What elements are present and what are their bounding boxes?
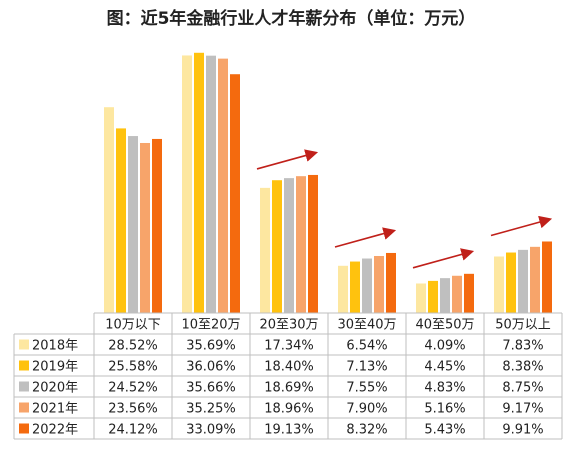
table-cell-value: 5.16%: [424, 402, 465, 417]
table-cell-value: 5.43%: [424, 423, 465, 438]
category-label: 10万以下: [105, 318, 161, 333]
category-label: 10至20万: [181, 318, 240, 333]
bar-2020年-10万以下: [128, 136, 138, 313]
table-cell-value: 35.66%: [186, 381, 236, 396]
bar-2022年-20至30万: [308, 174, 318, 313]
trend-arrow-50万以上: [490, 215, 553, 237]
bar-2021年-50万以上: [530, 246, 540, 313]
trend-arrows-group: [256, 149, 553, 269]
legend-swatch: [19, 360, 29, 371]
table-cell-value: 36.06%: [186, 360, 236, 375]
bar-2021年-20至30万: [296, 176, 306, 313]
table-cell-value: 4.45%: [424, 360, 465, 375]
category-label: 30至40万: [337, 318, 396, 333]
bar-2019年-50万以上: [506, 252, 516, 313]
table-cell-value: 35.25%: [186, 402, 236, 417]
bar-2019年-20至30万: [272, 180, 282, 313]
legend-label: 2022年: [32, 423, 78, 438]
bar-2021年-10至20万: [218, 58, 228, 313]
trend-arrow-30至40万: [334, 227, 397, 248]
legend-swatch: [19, 381, 29, 392]
bar-2021年-30至40万: [374, 255, 384, 313]
table-cell-value: 17.34%: [264, 339, 314, 354]
bar-2022年-50万以上: [542, 241, 552, 313]
legend-swatch: [19, 339, 29, 350]
table-cell-value: 8.75%: [502, 381, 543, 396]
table-cell-value: 7.83%: [502, 339, 543, 354]
table-cell-value: 7.55%: [346, 381, 387, 396]
bars-group: [104, 52, 552, 314]
bar-2020年-30至40万: [362, 258, 372, 313]
table-cell-value: 4.09%: [424, 339, 465, 354]
bar-2018年-10万以下: [104, 107, 114, 313]
table-cell-value: 9.17%: [502, 402, 543, 417]
table-cell-value: 33.09%: [186, 423, 236, 438]
bar-2022年-10至20万: [230, 74, 240, 313]
chart-title: 图：近5年金融行业人才年薪分布（单位：万元）: [106, 9, 476, 29]
bar-2018年-30至40万: [338, 265, 348, 313]
legend-label: 2020年: [32, 381, 78, 396]
table-cell-value: 9.91%: [502, 423, 543, 438]
table-cell-value: 18.69%: [264, 381, 314, 396]
table-cell-value: 25.58%: [108, 360, 158, 375]
data-table: 10万以下 10至20万 20至30万 30至40万 40至50万 50万以上 2018年 2…: [13, 312, 563, 440]
table-cell-value: 8.38%: [502, 360, 543, 375]
legend-label: 2019年: [32, 360, 78, 375]
table-cell-value: 28.52%: [108, 339, 158, 354]
bar-2018年-20至30万: [260, 187, 270, 313]
table-cell-value: 24.12%: [108, 423, 158, 438]
bar-2021年-10万以下: [140, 142, 150, 313]
bar-2020年-50万以上: [518, 249, 528, 313]
table-cell-value: 7.90%: [346, 402, 387, 417]
bar-2021年-40至50万: [452, 275, 462, 313]
table-cell-value: 24.52%: [108, 381, 158, 396]
trend-arrow-20至30万: [256, 149, 319, 170]
bar-2022年-10万以下: [152, 138, 162, 313]
bar-2020年-20至30万: [284, 178, 294, 313]
bar-2020年-10至20万: [206, 55, 216, 313]
table-cell-value: 35.69%: [186, 339, 236, 354]
table-cell-value: 7.13%: [346, 360, 387, 375]
category-label: 40至50万: [415, 318, 474, 333]
legend-label: 2021年: [32, 402, 78, 417]
bar-2022年-40至50万: [464, 273, 474, 313]
bar-2019年-40至50万: [428, 280, 438, 313]
table-cell-value: 4.83%: [424, 381, 465, 396]
category-label: 50万以上: [495, 318, 551, 333]
bar-2019年-30至40万: [350, 261, 360, 313]
category-label: 20至30万: [259, 318, 318, 333]
legend-label: 2018年: [32, 339, 78, 354]
legend-swatch: [19, 423, 29, 434]
bar-2018年-10至20万: [182, 55, 192, 313]
table-cell-value: 18.96%: [264, 402, 314, 417]
bar-2019年-10万以下: [116, 128, 126, 313]
legend-swatch: [19, 402, 29, 413]
table-cell-value: 18.40%: [264, 360, 314, 375]
table-cell-value: 8.32%: [346, 423, 387, 438]
table-cell-value: 23.56%: [108, 402, 158, 417]
table-cell-value: 6.54%: [346, 339, 387, 354]
bar-2018年-40至50万: [416, 283, 426, 313]
trend-arrow-40至50万: [412, 248, 475, 269]
bar-2018年-50万以上: [494, 256, 504, 313]
bar-2022年-30至40万: [386, 252, 396, 313]
table-cell-value: 19.13%: [264, 423, 314, 438]
bar-2019年-10至20万: [194, 52, 204, 314]
bar-2020年-40至50万: [440, 278, 450, 313]
